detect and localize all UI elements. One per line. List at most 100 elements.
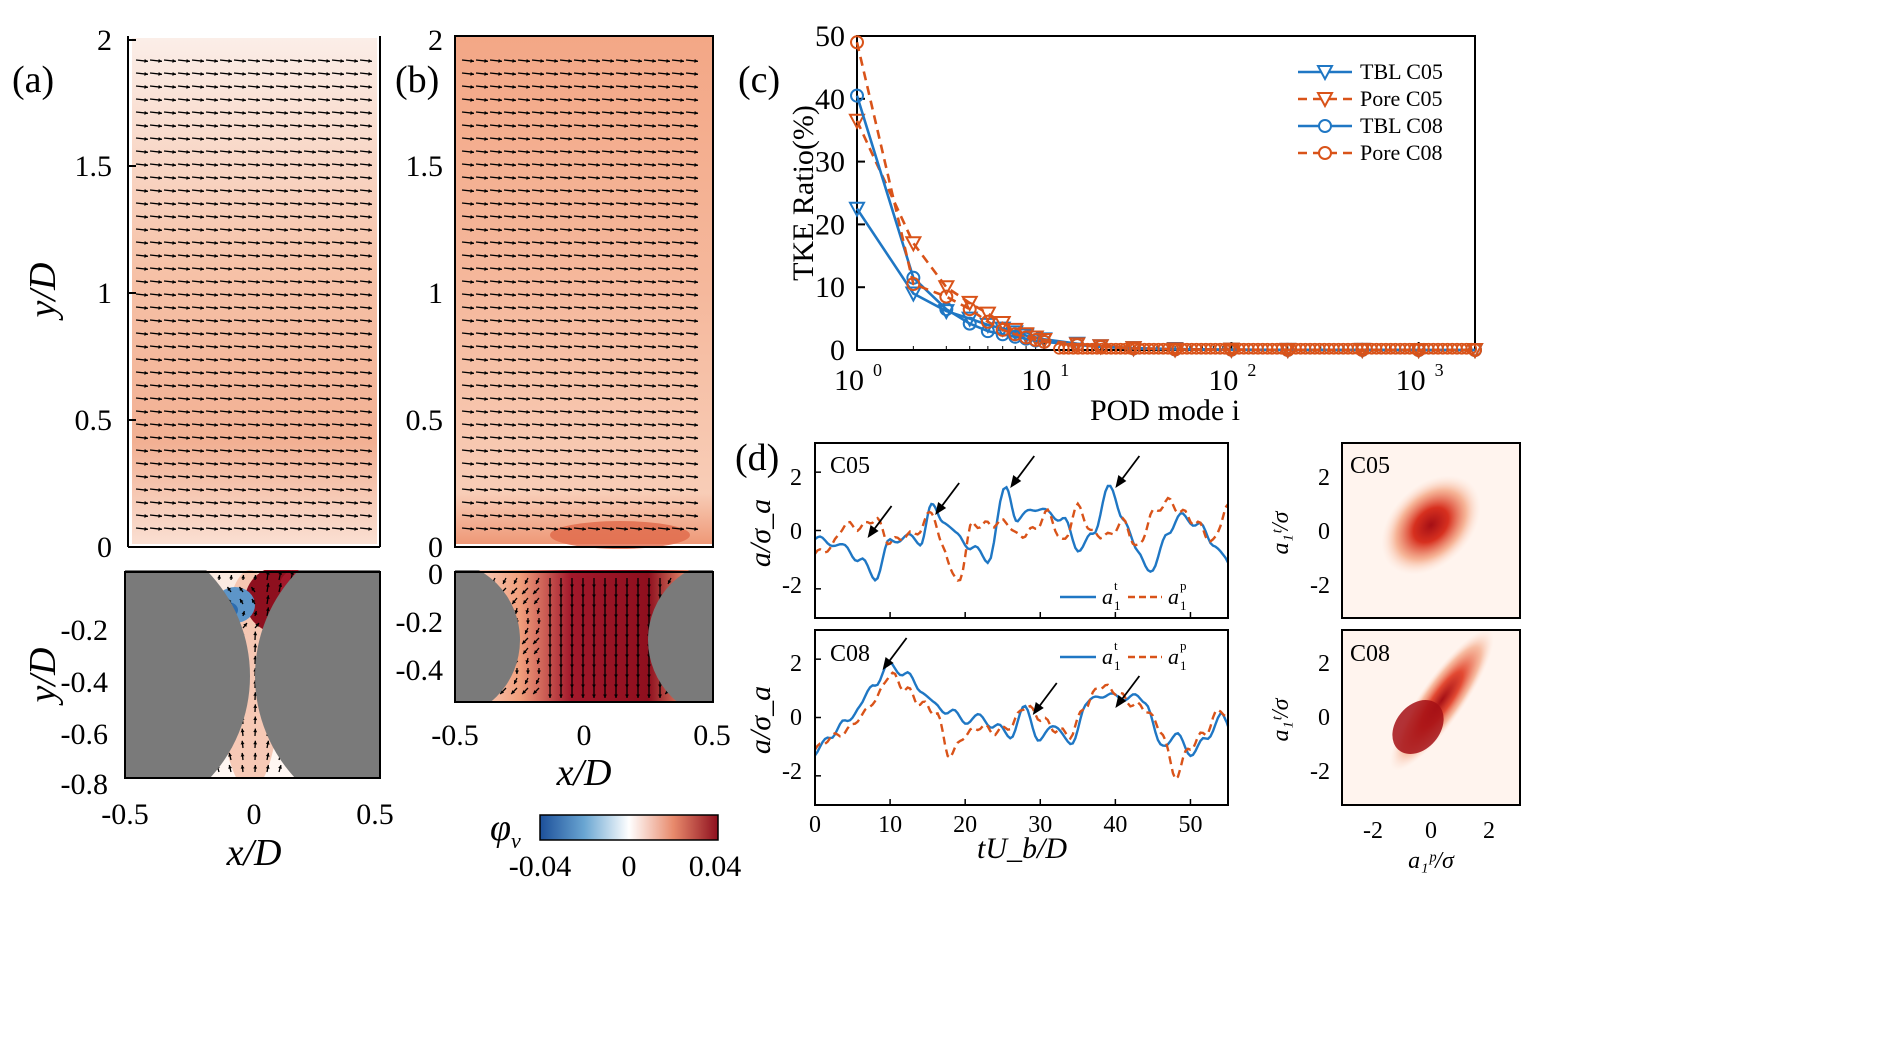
vector-arrowhead	[559, 584, 563, 588]
vector-arrowhead	[312, 462, 316, 466]
vector-arrowhead	[298, 423, 302, 427]
x-tick-label: 30	[1028, 812, 1052, 838]
vector-arrowhead	[158, 241, 162, 245]
vector-arrowhead	[240, 765, 245, 769]
vector-arrowhead	[228, 332, 232, 336]
vector-arrowhead	[284, 410, 288, 414]
vector-arrowhead	[554, 423, 558, 427]
vector-arrowhead	[526, 241, 530, 245]
vector-arrowhead	[526, 228, 530, 232]
vector-arrowhead	[228, 111, 232, 115]
vector-arrowhead	[340, 189, 344, 193]
panel-d-c05-legend: a 1 t a 1 p	[1060, 578, 1187, 613]
vector-arrowhead	[298, 397, 302, 401]
vector-arrowhead	[270, 202, 274, 206]
vector-arrowhead	[694, 176, 698, 180]
vector-arrowhead	[284, 462, 288, 466]
vector-arrowhead	[144, 384, 148, 388]
vector-arrowhead	[326, 215, 330, 219]
vector-arrowhead	[568, 254, 572, 258]
vector-arrowhead	[242, 410, 246, 414]
vector-arrowhead	[186, 475, 190, 479]
vector-arrowhead	[312, 189, 316, 193]
vector-arrowhead	[312, 267, 316, 271]
vector-arrowhead	[326, 163, 330, 167]
panel-b-ytick: -0.4	[396, 654, 444, 687]
vector-arrowhead	[610, 410, 614, 414]
vector-arrowhead	[522, 640, 527, 644]
vector-arrowhead	[625, 594, 629, 598]
vector-arrowhead	[144, 514, 148, 518]
vector-arrowhead	[666, 488, 670, 492]
vector-arrowhead	[512, 189, 516, 193]
vector-arrowhead	[554, 514, 558, 518]
vector-arrowhead	[596, 397, 600, 401]
vector-arrowhead	[636, 584, 640, 588]
vector-arrowhead	[694, 501, 698, 505]
vector-arrowhead	[368, 293, 372, 297]
vector-arrowhead	[256, 163, 260, 167]
vector-arrowhead	[340, 59, 344, 63]
vector-arrowhead	[624, 501, 628, 505]
vector-arrowhead	[228, 371, 232, 375]
vector-arrowhead	[610, 306, 614, 310]
panel-a-ytick: -0.8	[61, 768, 109, 801]
vector-arrowhead	[568, 215, 572, 219]
vector-arrowhead	[614, 634, 618, 638]
vector-arrowhead	[694, 293, 698, 297]
vector-arrowhead	[596, 410, 600, 414]
vector-arrowhead	[298, 449, 302, 453]
vector-arrowhead	[694, 462, 698, 466]
vector-arrowhead	[581, 614, 585, 618]
vector-arrowhead	[186, 72, 190, 76]
vector-arrowhead	[581, 654, 585, 658]
vector-arrowhead	[568, 176, 572, 180]
vector-arrowhead	[666, 215, 670, 219]
vector-arrowhead	[568, 59, 572, 63]
vector-arrowhead	[554, 397, 558, 401]
vector-arrowhead	[144, 319, 148, 323]
vector-arrowhead	[568, 137, 572, 141]
scatter-ytick: -2	[1310, 573, 1330, 599]
vector-arrowhead	[625, 644, 629, 648]
vector-arrowhead	[535, 580, 540, 584]
vector-arrowhead	[638, 150, 642, 154]
vector-arrowhead	[256, 254, 260, 258]
vector-arrowhead	[554, 85, 558, 89]
scatter-xlabel: a₁ᵖ/σ	[1408, 848, 1455, 874]
vector-arrowhead	[582, 475, 586, 479]
vector-arrowhead	[512, 488, 516, 492]
vector-arrowhead	[610, 488, 614, 492]
vector-arrowhead	[568, 85, 572, 89]
vector-arrowhead	[242, 150, 246, 154]
vector-arrowhead	[228, 98, 232, 102]
vector-arrowhead	[298, 371, 302, 375]
vector-arrowhead	[368, 267, 372, 271]
vector-arrowhead	[680, 306, 684, 310]
vector-arrowhead	[144, 462, 148, 466]
vector-arrowhead	[694, 267, 698, 271]
vector-arrowhead	[284, 501, 288, 505]
vector-arrowhead	[172, 345, 176, 349]
vector-arrowhead	[340, 163, 344, 167]
vector-arrowhead	[354, 475, 358, 479]
vector-arrowhead	[368, 449, 372, 453]
vector-arrowhead	[214, 189, 218, 193]
vector-arrowhead	[284, 228, 288, 232]
vector-arrowhead	[596, 111, 600, 115]
vector-arrowhead	[270, 111, 274, 115]
vector-arrowhead	[228, 254, 232, 258]
vector-arrowhead	[680, 462, 684, 466]
vector-arrowhead	[582, 59, 586, 63]
vector-arrowhead	[158, 527, 162, 531]
vector-arrowhead	[144, 332, 148, 336]
vector-arrowhead	[186, 488, 190, 492]
vector-arrowhead	[568, 241, 572, 245]
vector-arrowhead	[172, 137, 176, 141]
vector-arrowhead	[596, 293, 600, 297]
vector-arrowhead	[512, 475, 516, 479]
vector-arrowhead	[638, 358, 642, 362]
vector-arrowhead	[228, 176, 232, 180]
colorbar-tick: 0	[622, 850, 637, 883]
vector-arrowhead	[666, 254, 670, 258]
